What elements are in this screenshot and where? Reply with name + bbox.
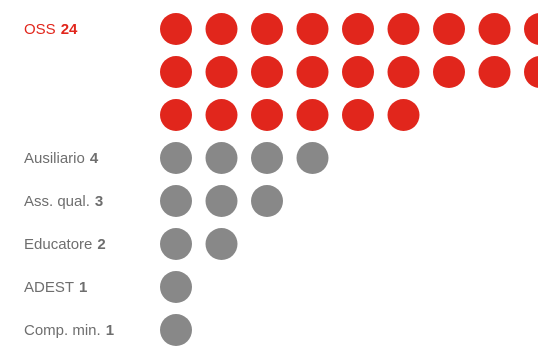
row-label-text: ADEST (24, 279, 74, 296)
dot-mark (160, 56, 192, 88)
row-label: ADEST 1 (24, 279, 87, 296)
dot-mark (251, 56, 283, 88)
dot-mark (205, 56, 238, 88)
dot-mark (342, 56, 374, 88)
dot-mark (205, 99, 238, 131)
dot-mark (251, 142, 283, 174)
dot-mark (433, 56, 465, 88)
dot-mark (296, 56, 329, 88)
dot-mark (251, 99, 283, 131)
row-value: 24 (61, 21, 78, 38)
dot-mark (478, 13, 511, 45)
row-label-text: Ausiliario (24, 150, 85, 167)
row-label: OSS 24 (24, 21, 78, 38)
dot-mark (387, 99, 420, 131)
row-value: 1 (106, 322, 114, 339)
dot-mark (387, 56, 420, 88)
dot-mark (160, 228, 192, 260)
row-label: Ausiliario 4 (24, 150, 99, 167)
row-label: Educatore 2 (24, 236, 106, 253)
dot-mark (160, 13, 192, 45)
row-value: 2 (97, 236, 105, 253)
dot-mark (160, 271, 192, 303)
row-label: Ass. qual. 3 (24, 193, 103, 210)
dot-mark (342, 13, 374, 45)
row-value: 1 (79, 279, 87, 296)
dot-mark (160, 314, 192, 346)
dot-mark (387, 13, 420, 45)
dot-mark (524, 13, 538, 45)
dot-mark (296, 13, 329, 45)
row-label-text: Ass. qual. (24, 193, 90, 210)
dot-mark (205, 228, 238, 260)
dot-mark (478, 56, 511, 88)
row-label-text: Educatore (24, 236, 92, 253)
dot-mark (296, 142, 329, 174)
row-label-text: OSS (24, 21, 56, 38)
row-label: Comp. min. 1 (24, 322, 114, 339)
dot-mark (205, 13, 238, 45)
dot-mark (160, 185, 192, 217)
row-label-text: Comp. min. (24, 322, 101, 339)
row-value: 4 (90, 150, 99, 167)
dot-mark (524, 56, 538, 88)
dot-mark (160, 142, 192, 174)
dot-mark (296, 99, 329, 131)
row-value: 3 (95, 193, 103, 210)
dot-mark (205, 185, 238, 217)
dot-mark (433, 13, 465, 45)
dot-mark (251, 13, 283, 45)
dot-mark (251, 185, 283, 217)
dot-mark (160, 99, 192, 131)
dot-mark (342, 99, 374, 131)
dot-mark (205, 142, 238, 174)
